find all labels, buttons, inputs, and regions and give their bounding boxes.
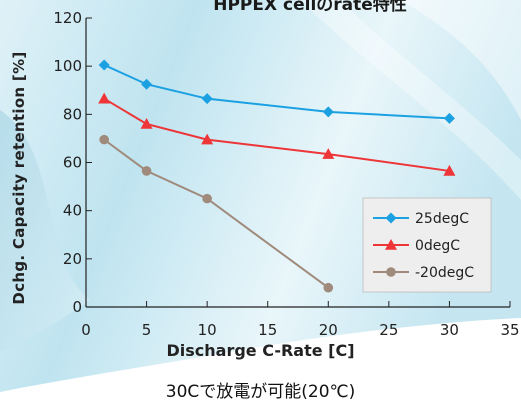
data-point xyxy=(141,78,153,90)
data-point xyxy=(201,93,213,105)
data-point xyxy=(99,134,109,145)
x-tick-label: 15 xyxy=(258,321,277,339)
data-point xyxy=(322,148,335,159)
data-point xyxy=(201,133,214,145)
data-point xyxy=(98,92,111,104)
y-axis-label-wrap: Dchg. Capacity retention [%] xyxy=(4,38,34,318)
series-line-1 xyxy=(103,97,450,172)
data-point xyxy=(140,117,153,129)
y-tick-label: 20 xyxy=(63,250,82,268)
legend-marker xyxy=(385,212,397,224)
data-point xyxy=(202,193,212,204)
data-point xyxy=(98,59,110,71)
y-tick-label: 120 xyxy=(53,9,82,27)
y-tick-label: 0 xyxy=(72,298,82,316)
series-line-0 xyxy=(103,64,450,120)
series-line-2 xyxy=(103,138,329,289)
y-tick-label: 60 xyxy=(63,154,82,172)
x-tick-label: 25 xyxy=(379,321,398,339)
data-point xyxy=(141,166,152,176)
y-tick-label: 40 xyxy=(63,202,82,220)
legend-marker xyxy=(386,267,396,277)
x-tick-label: 10 xyxy=(198,321,217,339)
legend-label: -20degC xyxy=(415,265,474,281)
data-point xyxy=(323,282,334,293)
x-tick-label: 0 xyxy=(81,321,91,339)
legend-marker xyxy=(385,239,397,250)
x-tick-label: 5 xyxy=(142,321,152,339)
x-axis-label: Discharge C-Rate [C] xyxy=(166,341,355,360)
data-point xyxy=(443,112,455,124)
chart-title: HPPEX cellのrate特性 xyxy=(213,0,407,15)
x-tick-label: 35 xyxy=(500,321,519,339)
x-tick-label: 20 xyxy=(319,321,338,339)
y-axis-label: Dchg. Capacity retention [%] xyxy=(10,51,28,305)
legend-label: 0degC xyxy=(415,238,460,254)
y-tick-label: 80 xyxy=(63,105,82,123)
legend-label: 25degC xyxy=(415,211,469,227)
caption: 30Cで放電が可能(20℃) xyxy=(165,382,356,402)
y-tick-label: 100 xyxy=(53,57,82,75)
x-tick-label: 30 xyxy=(440,321,459,339)
data-point xyxy=(322,106,334,118)
data-point xyxy=(443,164,456,176)
